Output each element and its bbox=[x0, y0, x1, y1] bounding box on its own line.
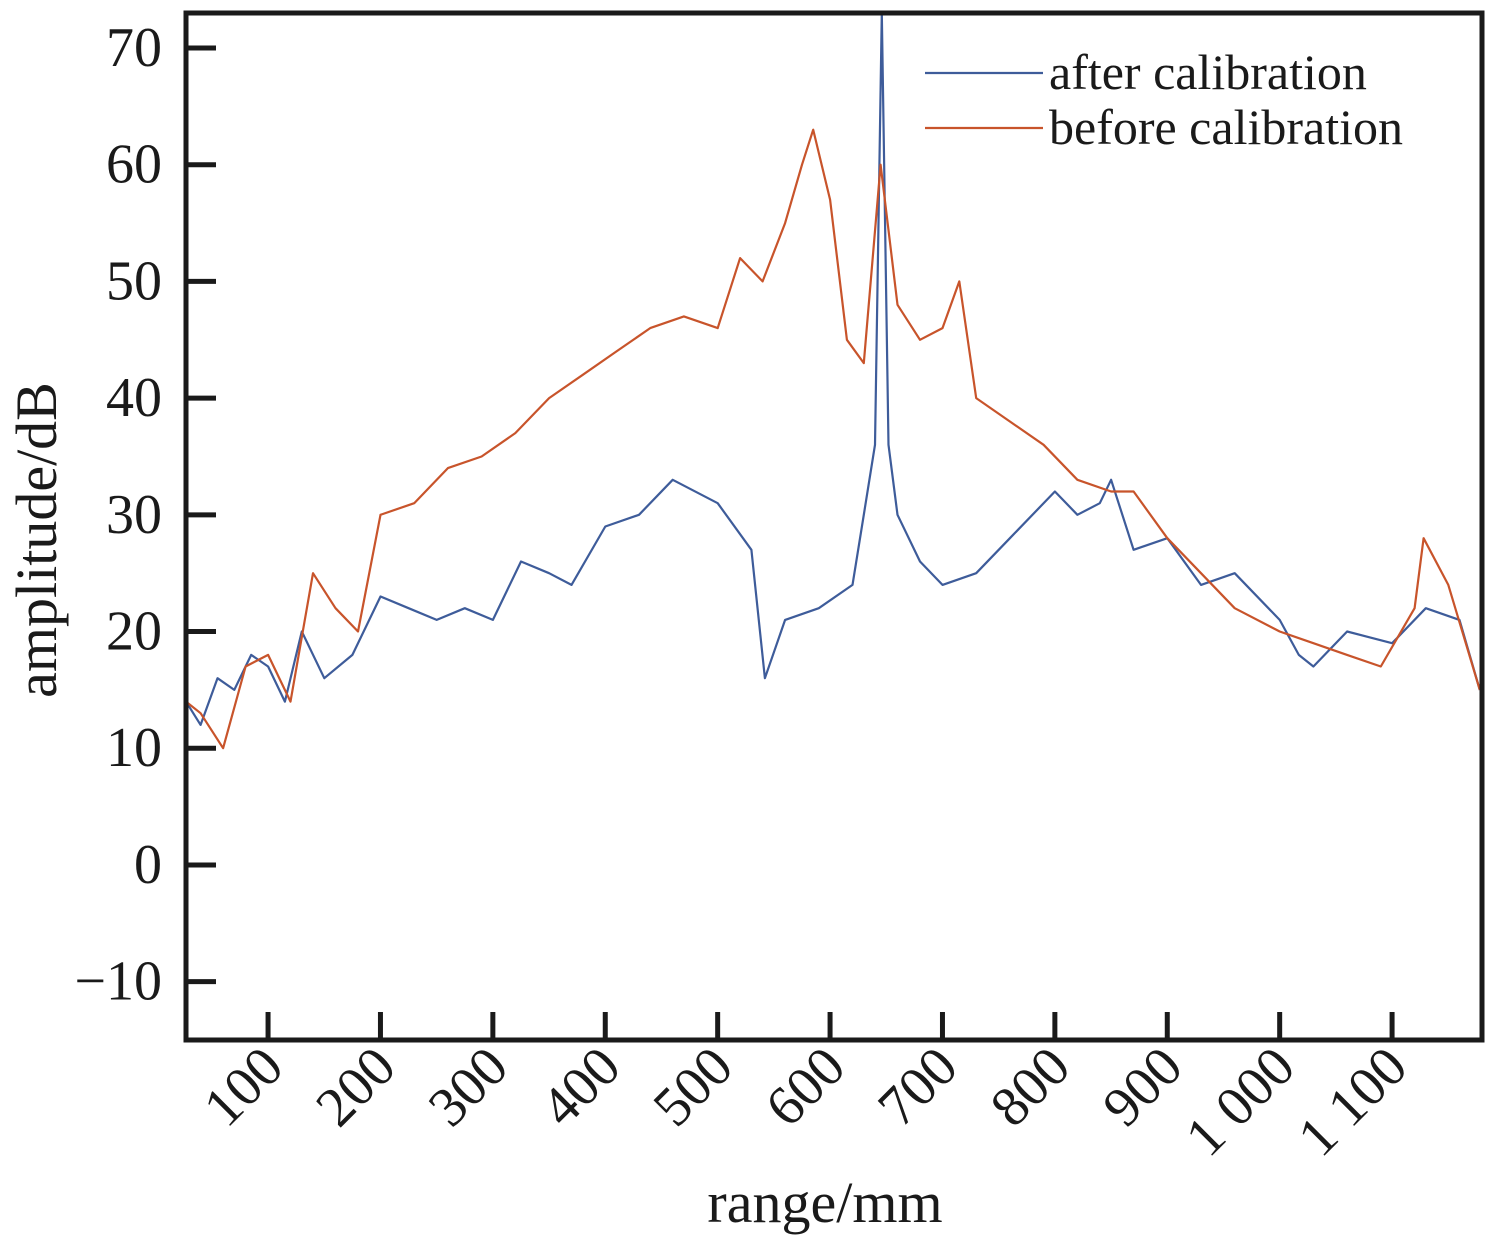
x-tick-label: 300 bbox=[417, 1035, 520, 1138]
y-tick-label: 70 bbox=[106, 17, 162, 79]
plot-frame bbox=[183, 10, 1485, 1043]
y-tick-label: −10 bbox=[74, 951, 162, 1013]
legend-label: after calibration bbox=[1049, 44, 1367, 100]
x-tick-label: 400 bbox=[529, 1035, 632, 1138]
x-tick-label: 700 bbox=[866, 1035, 969, 1138]
series-line-1 bbox=[185, 128, 1481, 750]
y-tick-label: 60 bbox=[106, 134, 162, 196]
x-tick-label: 200 bbox=[304, 1035, 407, 1138]
y-tick-label: 0 bbox=[134, 834, 162, 896]
y-axis-title: amplitude/dB bbox=[4, 382, 69, 698]
y-tick-label: 40 bbox=[106, 367, 162, 429]
y-tick-label: 30 bbox=[106, 484, 162, 546]
x-axis-title: range/mm bbox=[707, 1170, 942, 1235]
y-axis: −10 0 10 20 30 40 50 60 70 bbox=[74, 17, 216, 1013]
y-tick-label: 50 bbox=[106, 250, 162, 312]
y-tick-label: 20 bbox=[106, 601, 162, 663]
x-tick-label: 800 bbox=[979, 1035, 1082, 1138]
series-layer bbox=[185, 11, 1481, 750]
x-tick-label: 600 bbox=[754, 1035, 857, 1138]
legend-label: before calibration bbox=[1049, 99, 1403, 155]
x-tick-label: 100 bbox=[192, 1035, 295, 1138]
x-tick-label: 1 100 bbox=[1286, 1035, 1419, 1168]
x-tick-label: 1 000 bbox=[1174, 1035, 1307, 1168]
y-tick-label: 10 bbox=[106, 717, 162, 779]
x-tick-label: 500 bbox=[642, 1035, 745, 1138]
series-line-0 bbox=[185, 11, 1481, 726]
